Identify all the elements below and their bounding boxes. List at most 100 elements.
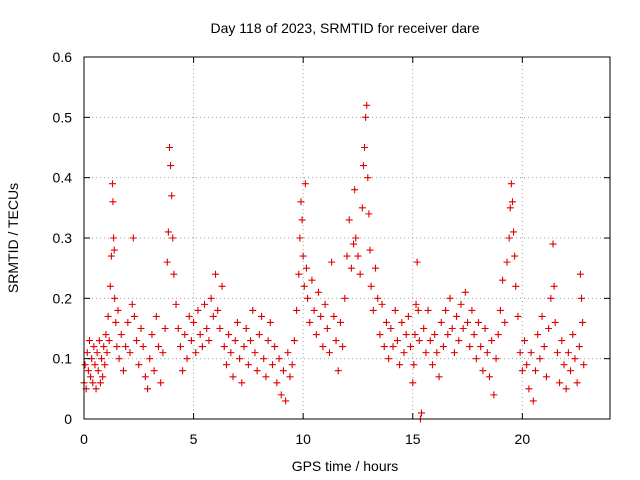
data-point [437, 318, 445, 326]
data-point [365, 210, 373, 218]
data-point [288, 361, 296, 369]
data-point [258, 312, 266, 320]
data-point [108, 180, 116, 188]
data-point [244, 361, 252, 369]
data-point [260, 355, 268, 363]
data-point [393, 337, 401, 345]
data-point [286, 373, 294, 381]
data-point [212, 270, 219, 278]
data-point [187, 337, 195, 345]
data-point [481, 325, 489, 332]
data-point [113, 343, 121, 351]
data-point [506, 204, 514, 212]
y-tick-label: 0.5 [53, 109, 73, 125]
data-point [293, 306, 301, 314]
data-point [266, 318, 274, 326]
data-point [545, 325, 553, 332]
data-point [170, 270, 178, 278]
data-point [196, 331, 204, 339]
data-point [336, 318, 344, 326]
data-point [83, 349, 91, 357]
data-point [492, 355, 500, 363]
data-point [164, 228, 172, 236]
data-point [354, 252, 362, 260]
data-point [359, 162, 367, 170]
data-point [84, 367, 92, 375]
data-point [119, 367, 127, 375]
y-tick-label: 0.3 [53, 230, 73, 246]
data-point [511, 252, 519, 260]
data-point [516, 349, 524, 357]
data-point [114, 306, 122, 314]
data-point [428, 361, 436, 369]
data-point [376, 331, 384, 339]
data-point [203, 325, 211, 332]
data-point [334, 367, 342, 375]
data-point [450, 349, 458, 357]
data-point [240, 343, 248, 351]
data-point [146, 355, 154, 363]
data-point [152, 312, 160, 320]
data-point [345, 216, 353, 224]
data-point [183, 355, 191, 363]
data-point [310, 306, 318, 314]
data-point [172, 300, 180, 308]
data-point [418, 409, 426, 417]
data-point [130, 312, 138, 320]
data-point [168, 192, 176, 200]
data-point [455, 337, 463, 345]
data-point [350, 240, 358, 248]
data-point [453, 312, 461, 320]
data-point [551, 318, 559, 326]
data-point [238, 379, 246, 387]
data-point [90, 343, 98, 351]
data-point [129, 234, 137, 242]
data-point [411, 331, 419, 339]
data-point [575, 343, 583, 351]
data-point [218, 282, 226, 290]
y-axis-label: SRMTID / TECUs [5, 183, 21, 293]
data-point [521, 337, 529, 345]
data-point [410, 361, 418, 369]
data-point [302, 264, 310, 272]
data-point [562, 385, 570, 393]
data-point [93, 349, 101, 357]
grid-lines [84, 57, 610, 419]
data-point [439, 343, 447, 351]
data-point [466, 343, 474, 351]
data-point [343, 252, 351, 260]
data-point [319, 343, 327, 351]
data-point [446, 294, 454, 302]
data-point [268, 361, 276, 369]
data-point [352, 234, 360, 242]
data-point [298, 216, 306, 224]
data-point [174, 325, 182, 332]
data-point [159, 349, 167, 357]
data-point [87, 373, 95, 381]
x-tick-label: 20 [515, 431, 531, 447]
data-point [391, 306, 399, 314]
data-point [364, 174, 372, 182]
data-point [201, 300, 209, 308]
data-point [264, 337, 272, 345]
data-point [185, 312, 193, 320]
data-points [80, 101, 588, 423]
data-point [479, 367, 487, 375]
data-point [485, 373, 493, 381]
data-point [96, 379, 104, 387]
y-tick-label: 0.1 [53, 351, 73, 367]
data-point [567, 367, 575, 375]
data-point [549, 240, 557, 248]
data-point [407, 343, 415, 351]
data-point [312, 331, 320, 339]
data-point [296, 234, 304, 242]
data-point [332, 337, 340, 345]
data-point [542, 373, 550, 381]
data-point [155, 343, 163, 351]
data-point [181, 331, 189, 339]
data-point [483, 349, 491, 357]
data-point [81, 361, 89, 369]
data-point [111, 294, 119, 302]
data-point [328, 258, 336, 266]
